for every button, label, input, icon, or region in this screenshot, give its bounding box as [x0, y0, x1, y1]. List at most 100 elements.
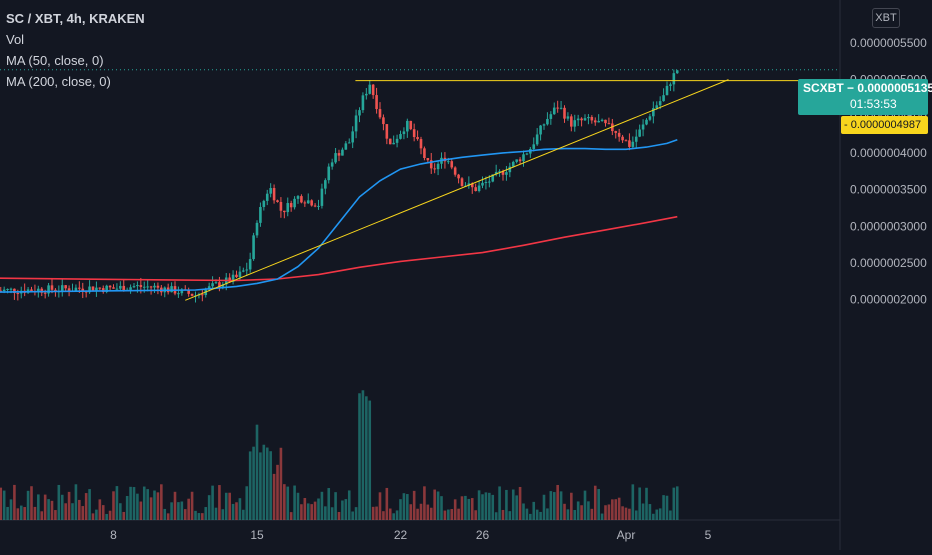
volume-bar	[347, 490, 351, 520]
volume-bar	[378, 492, 382, 520]
candle-body	[593, 120, 597, 123]
volume-bar	[399, 499, 402, 520]
volume-bar	[511, 489, 515, 520]
volume-bar	[672, 487, 676, 520]
volume-bar	[334, 492, 337, 520]
volume-bar	[259, 452, 262, 520]
candle-body	[276, 200, 279, 202]
volume-bar	[662, 495, 665, 520]
candle-body	[105, 285, 108, 293]
candle-body	[95, 287, 98, 291]
volume-bar	[614, 499, 618, 520]
volume-bar	[235, 502, 238, 520]
candle-body	[132, 286, 136, 288]
candle-body	[156, 285, 160, 288]
candle-body	[641, 124, 645, 130]
candle-body	[101, 288, 105, 293]
volume-bar	[54, 510, 57, 520]
candle-body	[235, 274, 238, 278]
volume-bar	[570, 492, 573, 520]
candle-body	[201, 294, 204, 296]
candle-body	[9, 288, 13, 290]
volume-bar	[67, 491, 71, 520]
candle-body	[587, 116, 590, 119]
candle-body	[423, 148, 426, 159]
candle-body	[351, 131, 354, 143]
volume-bar	[78, 499, 81, 520]
volume-bar	[488, 492, 491, 520]
volume-bar	[74, 484, 78, 520]
volume-indicator-label[interactable]: Vol	[6, 32, 25, 47]
volume-bar	[37, 494, 40, 520]
candle-body	[91, 286, 95, 291]
volume-bar	[173, 491, 177, 520]
volume-bar	[19, 505, 23, 520]
volume-bar	[559, 491, 563, 520]
candle-body	[447, 161, 450, 163]
candle-body	[354, 115, 358, 132]
candle-body	[60, 285, 64, 292]
volume-bar	[112, 491, 115, 520]
candle-body	[638, 129, 641, 137]
volume-bar	[532, 501, 536, 520]
candle-body	[645, 119, 648, 125]
candle-body	[37, 288, 40, 292]
volume-bar	[587, 501, 590, 520]
volume-bar	[201, 513, 204, 520]
candle-body	[286, 203, 290, 213]
candle-body	[50, 285, 54, 290]
candle-body	[672, 73, 676, 85]
candle-body	[511, 161, 515, 167]
currency-button[interactable]: XBT	[872, 8, 900, 28]
current-price-symbol: SCXBT	[803, 81, 844, 95]
ma200-indicator-label[interactable]: MA (200, close, 0)	[6, 74, 111, 89]
volume-bar	[566, 509, 570, 520]
candle-body	[170, 286, 173, 293]
candle-body	[16, 293, 20, 295]
candle-body	[580, 118, 583, 121]
candle-body	[0, 290, 3, 292]
volume-bar	[129, 486, 132, 520]
candle-body	[115, 288, 119, 290]
candle-body	[245, 269, 249, 271]
symbol-title[interactable]: SC / XBT, 4h, KRAKEN	[6, 11, 145, 26]
ma50-indicator-label[interactable]: MA (50, close, 0)	[6, 53, 104, 68]
volume-bar	[125, 495, 129, 520]
volume-bar	[423, 486, 426, 520]
y-tick-label: 0.0000002000	[850, 293, 927, 307]
y-tick-label: 0.0000004000	[850, 146, 927, 160]
volume-bar	[426, 504, 430, 520]
resistance-price-value: 0.0000004987	[850, 119, 922, 131]
volume-bar	[327, 488, 331, 520]
candle-body	[518, 159, 522, 162]
volume-bar	[64, 503, 67, 520]
candle-body	[358, 110, 361, 116]
candle-body	[426, 158, 430, 161]
candle-body	[231, 274, 235, 282]
volume-bar	[447, 509, 450, 520]
candle-body	[317, 205, 320, 207]
volume-bar	[265, 447, 269, 520]
candle-body	[207, 286, 211, 290]
volume-bar	[262, 444, 266, 520]
volume-bar	[170, 502, 173, 520]
volume-bar	[286, 486, 290, 520]
candle-body	[542, 124, 546, 126]
candle-body	[539, 125, 542, 135]
candle-body	[402, 131, 406, 135]
candle-body	[406, 120, 409, 132]
volume-bar	[354, 507, 358, 520]
volume-bar	[467, 498, 471, 520]
x-tick-label: 5	[705, 528, 712, 542]
volume-bar	[600, 513, 604, 520]
candle-body	[648, 116, 652, 120]
volume-bar	[2, 490, 6, 520]
y-tick-label: 0.0000003500	[850, 183, 927, 197]
candle-body	[324, 180, 327, 189]
candle-body	[2, 289, 6, 292]
volume-bar	[638, 487, 641, 520]
volume-bar	[546, 508, 549, 520]
volume-bar	[245, 486, 249, 520]
volume-bar	[6, 506, 9, 520]
volume-bar	[115, 486, 119, 520]
